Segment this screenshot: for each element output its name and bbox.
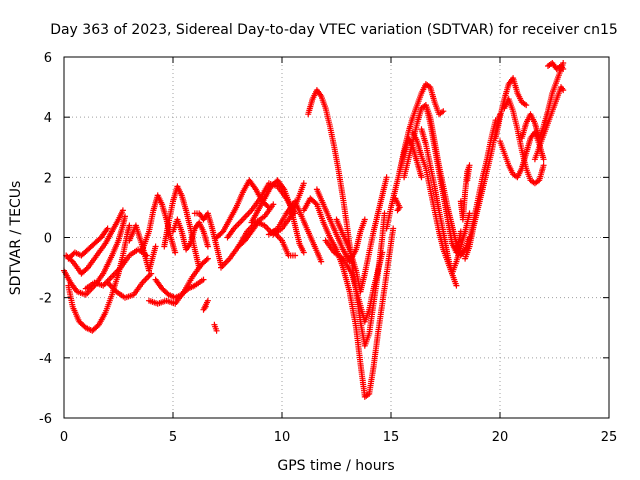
x-axis-label: GPS time / hours bbox=[277, 458, 394, 474]
data-point bbox=[119, 207, 126, 214]
y-tick-label: -6 bbox=[39, 412, 52, 427]
data-point bbox=[312, 200, 319, 207]
data-point bbox=[204, 255, 211, 262]
data-point bbox=[300, 249, 307, 256]
y-axis-label: SDTVAR / TECUs bbox=[8, 181, 24, 296]
chart-title: Day 363 of 2023, Sidereal Day-to-day VTE… bbox=[50, 22, 618, 38]
data-point bbox=[523, 102, 530, 109]
x-tick-label: 20 bbox=[492, 430, 509, 445]
data-point bbox=[203, 256, 210, 263]
y-tick-label: 4 bbox=[44, 111, 52, 126]
data-point bbox=[560, 66, 567, 72]
data-point bbox=[126, 222, 133, 229]
data-point bbox=[379, 249, 386, 256]
data-point bbox=[383, 174, 390, 181]
y-tick-label: 6 bbox=[44, 51, 52, 66]
data-point bbox=[560, 87, 567, 94]
y-tick-label: -2 bbox=[39, 292, 52, 307]
data-point bbox=[540, 156, 547, 163]
y-tick-label: 0 bbox=[44, 232, 52, 247]
x-tick-label: 15 bbox=[383, 430, 400, 445]
data-point bbox=[381, 210, 388, 217]
y-tick-label: -4 bbox=[39, 352, 52, 367]
x-tick-label: 5 bbox=[169, 430, 177, 445]
data-point bbox=[390, 225, 397, 232]
data-point bbox=[200, 276, 207, 283]
data-point bbox=[172, 249, 179, 256]
data-point bbox=[202, 303, 209, 310]
data-point bbox=[540, 162, 547, 169]
y-tick-label: 2 bbox=[44, 171, 52, 186]
x-tick-label: 0 bbox=[60, 430, 68, 445]
data-point bbox=[361, 216, 368, 223]
axis-ticks: 0 5 10 15 20 25 -6 -4 -2 0 2 4 6 bbox=[39, 51, 617, 445]
data-point bbox=[196, 264, 203, 271]
data-point bbox=[104, 225, 111, 232]
data-point bbox=[418, 174, 425, 181]
data-point bbox=[394, 207, 401, 214]
data-point bbox=[300, 180, 307, 187]
data-point bbox=[440, 108, 447, 115]
data-point bbox=[204, 243, 211, 250]
x-tick-label: 25 bbox=[601, 430, 618, 445]
data-points bbox=[61, 60, 567, 400]
data-point bbox=[270, 201, 277, 208]
data-point bbox=[152, 243, 159, 250]
data-point bbox=[292, 252, 299, 259]
x-tick-label: 10 bbox=[274, 430, 291, 445]
data-point bbox=[318, 258, 325, 265]
data-point bbox=[492, 117, 499, 124]
data-point bbox=[213, 327, 220, 334]
data-point bbox=[464, 177, 471, 184]
data-point bbox=[453, 282, 460, 289]
data-point bbox=[466, 210, 473, 217]
